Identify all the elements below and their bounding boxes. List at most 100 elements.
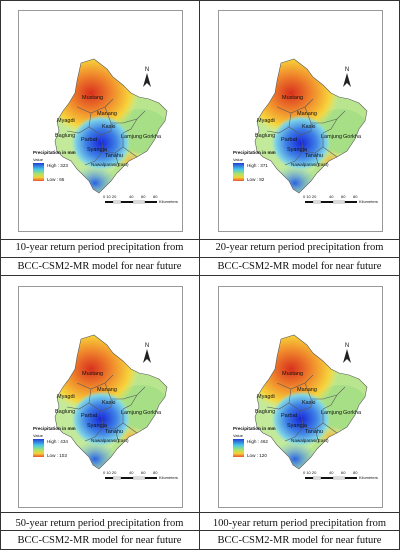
grid-divider-row2-map bbox=[0, 512, 400, 513]
scale-tick-label: 40 bbox=[329, 470, 334, 475]
legend-title: Precipitation in mm bbox=[33, 426, 76, 431]
district-label-gorkha: Gorkha bbox=[343, 410, 362, 416]
legend-value-label: Value bbox=[233, 433, 244, 438]
district-label-syangja: Syangja bbox=[287, 423, 308, 429]
scale-tick-label: 40 bbox=[129, 470, 134, 475]
district-label-lamjung: Lamjung bbox=[121, 410, 142, 416]
district-label-gorkha: Gorkha bbox=[343, 134, 362, 140]
legend-high: High : 371 bbox=[247, 163, 268, 168]
north-label: N bbox=[345, 343, 349, 349]
district-label-tanahu: Tanahu bbox=[305, 429, 323, 435]
scale-tick-label: 0 10 20 bbox=[303, 470, 317, 475]
precipitation-map: Mustang Manang Myagdi Baglung Kaski Parb… bbox=[233, 58, 378, 204]
legend-color-ramp bbox=[33, 439, 44, 457]
district-label-manang: Manang bbox=[297, 387, 317, 393]
caption-line-1: 50-year return period precipitation from bbox=[15, 518, 184, 529]
panel-10-year: Mustang Manang Myagdi Baglung Kaski Parb… bbox=[0, 0, 199, 275]
district-label-parbat: Parbat bbox=[281, 413, 298, 419]
legend-title: Precipitation in mm bbox=[233, 150, 276, 155]
scale-tick-label: 40 bbox=[329, 194, 334, 199]
district-label-gorkha: Gorkha bbox=[143, 134, 162, 140]
district-label-mustang: Mustang bbox=[282, 95, 303, 101]
scale-tick-label: 0 10 20 bbox=[103, 470, 117, 475]
district-label-mustang: Mustang bbox=[282, 371, 303, 377]
district-label-tanahu: Tanahu bbox=[105, 429, 123, 435]
district-label-nawalparasi: Nawalparasi(East) bbox=[91, 162, 129, 167]
legend-high: High : 462 bbox=[247, 439, 268, 444]
district-label-baglung: Baglung bbox=[255, 133, 275, 139]
panel-20-year: Mustang Manang Myagdi Baglung Kaski Parb… bbox=[200, 0, 399, 275]
grid-divider-row1-bottom bbox=[0, 275, 400, 276]
scale-tick-label: 60 bbox=[341, 470, 346, 475]
district-label-lamjung: Lamjung bbox=[321, 410, 342, 416]
caption-line-2: BCC-CSM2-MR model for near future bbox=[217, 535, 382, 546]
district-label-nawalparasi: Nawalparasi(East) bbox=[291, 162, 329, 167]
district-label-syangja: Syangja bbox=[287, 147, 308, 153]
panel-50-year: Mustang Manang Myagdi Baglung Kaski Parb… bbox=[0, 276, 199, 550]
district-label-parbat: Parbat bbox=[81, 413, 98, 419]
scale-tick-label: 0 10 20 bbox=[303, 194, 317, 199]
scale-bar: 0 10 20 40 60 80 Kilometers bbox=[303, 194, 378, 204]
grid-divider-row2-caption bbox=[0, 530, 400, 531]
district-label-kaski: Kaski bbox=[102, 124, 115, 130]
scale-unit-label: Kilometers bbox=[359, 475, 378, 480]
scale-tick-label: 80 bbox=[353, 470, 358, 475]
district-label-tanahu: Tanahu bbox=[305, 153, 323, 159]
district-label-syangja: Syangja bbox=[87, 423, 108, 429]
scale-bar: 0 10 20 40 60 80 Kilometers bbox=[303, 470, 378, 480]
north-label: N bbox=[145, 67, 149, 73]
scale-unit-label: Kilometers bbox=[359, 199, 378, 204]
scale-unit-label: Kilometers bbox=[159, 199, 178, 204]
legend-value-label: Value bbox=[233, 157, 244, 162]
district-label-tanahu: Tanahu bbox=[105, 153, 123, 159]
caption-line-2: BCC-CSM2-MR model for near future bbox=[17, 535, 182, 546]
district-label-mustang: Mustang bbox=[82, 95, 103, 101]
district-label-nawalparasi: Nawalparasi(East) bbox=[291, 438, 329, 443]
precipitation-map: Mustang Manang Myagdi Baglung Kaski Parb… bbox=[33, 334, 178, 480]
legend-high: High : 323 bbox=[47, 163, 68, 168]
scale-tick-label: 80 bbox=[153, 194, 158, 199]
district-label-baglung: Baglung bbox=[55, 133, 75, 139]
legend-low: Low : 65 bbox=[47, 177, 65, 182]
north-label: N bbox=[145, 343, 149, 349]
legend-value-label: Value bbox=[33, 157, 44, 162]
district-label-lamjung: Lamjung bbox=[321, 134, 342, 140]
district-label-manang: Manang bbox=[97, 111, 117, 117]
map-frame: Mustang Manang Myagdi Baglung Kaski Parb… bbox=[218, 286, 383, 508]
district-label-baglung: Baglung bbox=[55, 409, 75, 415]
map-frame: Mustang Manang Myagdi Baglung Kaski Parb… bbox=[218, 10, 383, 232]
caption-line-1: 100-year return period precipitation fro… bbox=[212, 518, 387, 529]
caption-line-2: BCC-CSM2-MR model for near future bbox=[217, 261, 382, 272]
legend-color-ramp bbox=[233, 439, 244, 457]
caption-line-1: 10-year return period precipitation from bbox=[15, 242, 184, 253]
scale-unit-label: Kilometers bbox=[159, 475, 178, 480]
map-frame: Mustang Manang Myagdi Baglung Kaski Parb… bbox=[18, 10, 183, 232]
scale-tick-label: 60 bbox=[141, 194, 146, 199]
scale-tick-label: 0 10 20 bbox=[103, 194, 117, 199]
district-label-kaski: Kaski bbox=[102, 400, 115, 406]
district-label-gorkha: Gorkha bbox=[143, 410, 162, 416]
district-label-nawalparasi: Nawalparasi(East) bbox=[91, 438, 129, 443]
grid-divider-row1-caption bbox=[0, 257, 400, 258]
precipitation-map: Mustang Manang Myagdi Baglung Kaski Parb… bbox=[233, 334, 378, 480]
district-label-syangja: Syangja bbox=[87, 147, 108, 153]
scale-tick-label: 40 bbox=[129, 194, 134, 199]
north-arrow: N bbox=[143, 67, 151, 87]
district-label-baglung: Baglung bbox=[255, 409, 275, 415]
legend-value-label: Value bbox=[33, 433, 44, 438]
north-arrow: N bbox=[343, 343, 351, 363]
scale-tick-label: 80 bbox=[353, 194, 358, 199]
scale-bar: 0 10 20 40 60 80 Kilometers bbox=[103, 194, 178, 204]
district-label-manang: Manang bbox=[297, 111, 317, 117]
legend-low: Low : 103 bbox=[47, 453, 67, 458]
district-label-parbat: Parbat bbox=[81, 137, 98, 143]
legend-title: Precipitation in mm bbox=[233, 426, 276, 431]
north-label: N bbox=[345, 67, 349, 73]
map-frame: Mustang Manang Myagdi Baglung Kaski Parb… bbox=[18, 286, 183, 508]
grid-divider-row1-map bbox=[0, 239, 400, 240]
panel-100-year: Mustang Manang Myagdi Baglung Kaski Parb… bbox=[200, 276, 399, 550]
district-label-mustang: Mustang bbox=[82, 371, 103, 377]
precipitation-map: Mustang Manang Myagdi Baglung Kaski Parb… bbox=[33, 58, 178, 204]
district-label-kaski: Kaski bbox=[302, 400, 315, 406]
caption-line-1: 20-year return period precipitation from bbox=[215, 242, 384, 253]
